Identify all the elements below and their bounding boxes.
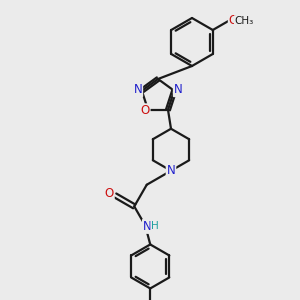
Text: O: O: [229, 14, 238, 28]
Text: N: N: [143, 220, 152, 233]
Text: N: N: [134, 83, 142, 96]
Text: O: O: [140, 104, 150, 117]
Text: O: O: [105, 187, 114, 200]
Text: H: H: [152, 221, 159, 232]
Text: N: N: [174, 83, 182, 96]
Text: N: N: [167, 164, 176, 177]
Text: CH₃: CH₃: [235, 16, 254, 26]
